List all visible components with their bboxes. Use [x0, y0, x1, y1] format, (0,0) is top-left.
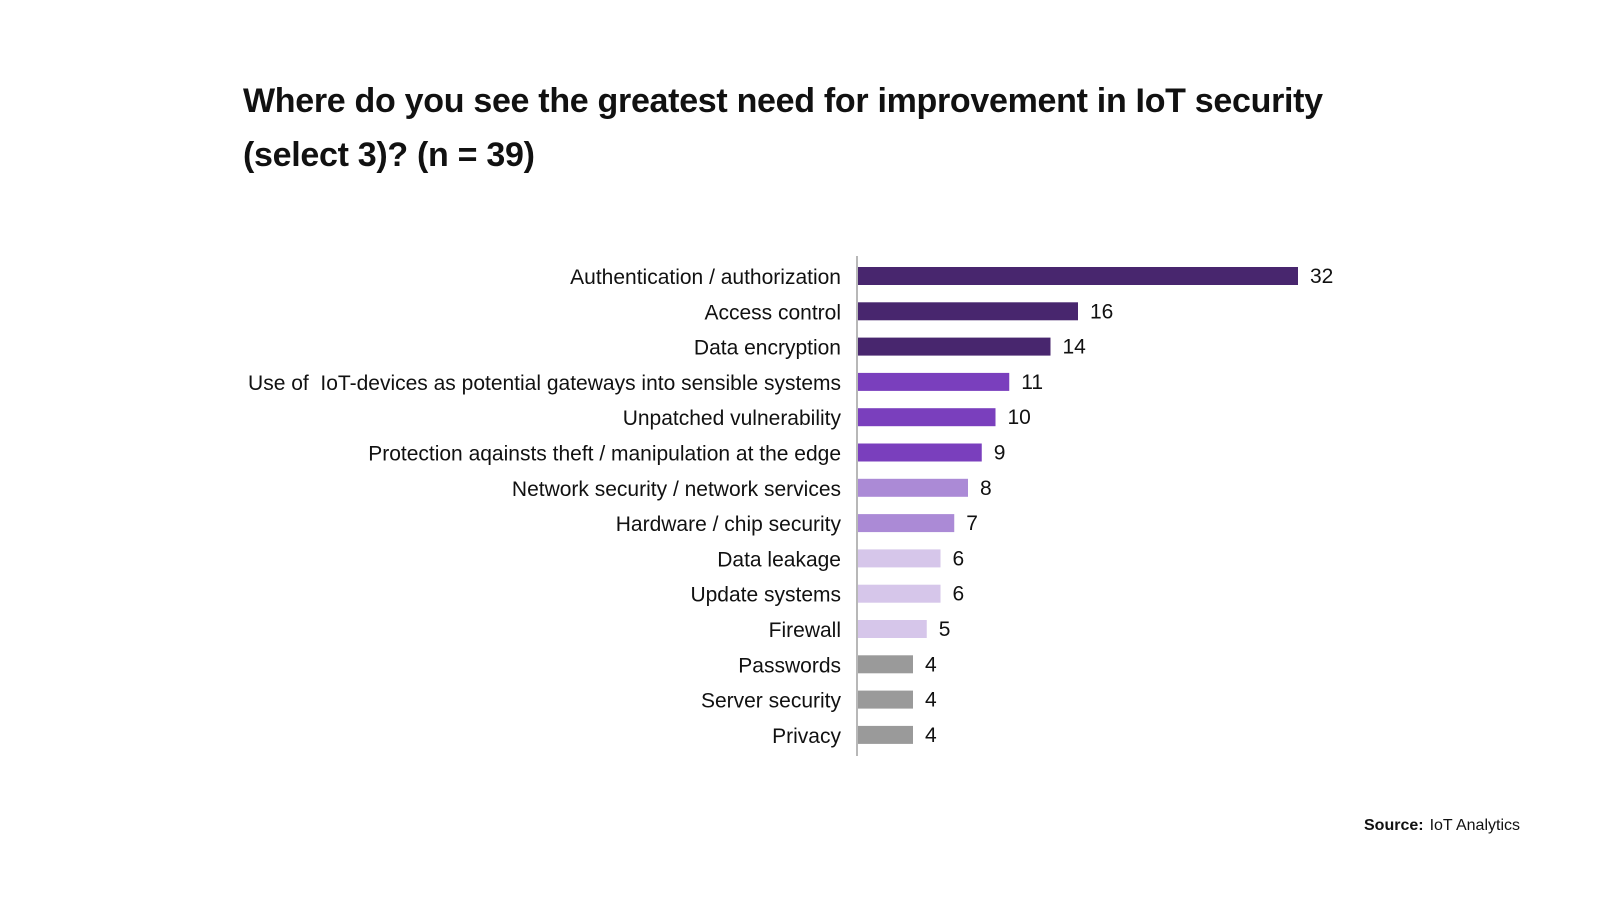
bar — [858, 620, 927, 638]
data-label: 8 — [980, 477, 992, 500]
category-label: Server security — [701, 690, 842, 713]
bar — [858, 690, 913, 709]
data-label: 10 — [1008, 406, 1031, 429]
data-label: 14 — [1063, 336, 1087, 359]
data-label: 5 — [939, 618, 951, 641]
source-label: Source: — [1364, 817, 1424, 834]
category-label: Hardware / chip security — [616, 513, 842, 536]
category-label: Network security / network services — [512, 478, 841, 501]
data-label: 16 — [1090, 300, 1113, 323]
category-label: Privacy — [772, 725, 841, 748]
category-label: Data leakage — [717, 548, 841, 571]
source-note: Source: IoT Analytics — [1364, 817, 1520, 835]
bar — [858, 443, 982, 462]
source-value: IoT Analytics — [1429, 817, 1520, 834]
category-label: Authentication / authorization — [570, 266, 841, 289]
bar — [858, 514, 955, 533]
bar — [858, 337, 1051, 356]
data-label: 6 — [953, 547, 965, 570]
bar — [858, 725, 913, 744]
bar — [858, 267, 1298, 285]
bar — [858, 408, 996, 427]
data-label: 4 — [925, 689, 937, 712]
bar — [858, 478, 968, 497]
category-label: Protection aqainsts theft / manipulation… — [368, 443, 841, 466]
category-label: Passwords — [738, 654, 841, 677]
category-label: Use of IoT-devices as potential gateways… — [248, 372, 841, 395]
bar — [858, 302, 1078, 321]
chart-title: Where do you see the greatest need for i… — [243, 82, 1323, 174]
data-label: 11 — [1021, 371, 1043, 394]
data-label: 7 — [966, 512, 978, 535]
category-label: Access control — [704, 301, 841, 324]
bar — [858, 372, 1010, 391]
data-label: 4 — [925, 653, 937, 676]
category-label: Firewall — [769, 619, 841, 642]
data-label: 9 — [994, 442, 1006, 465]
category-label: Data encryption — [694, 337, 841, 360]
category-label: Unpatched vulnerability — [623, 407, 842, 430]
data-label: 32 — [1310, 265, 1333, 288]
bar — [858, 655, 913, 674]
data-label: 6 — [953, 583, 965, 606]
bar — [858, 584, 941, 603]
data-label: 4 — [925, 724, 937, 747]
category-label: Update systems — [690, 584, 841, 607]
bar — [858, 549, 941, 568]
